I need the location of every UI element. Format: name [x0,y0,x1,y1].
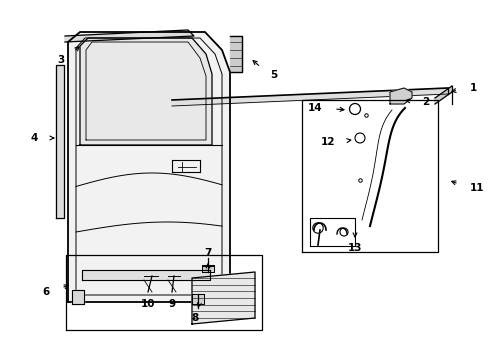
Text: 3: 3 [58,55,65,65]
Polygon shape [202,265,214,272]
Text: 2: 2 [421,97,428,107]
Polygon shape [434,86,451,104]
Text: 6: 6 [42,287,50,297]
Polygon shape [72,290,84,304]
Polygon shape [389,88,411,104]
Polygon shape [68,32,229,302]
Text: 13: 13 [347,243,362,253]
Polygon shape [172,88,447,106]
Text: 1: 1 [469,83,476,93]
Polygon shape [82,270,209,280]
Text: 4: 4 [31,133,38,143]
Text: 5: 5 [269,70,277,80]
Text: 11: 11 [469,183,484,193]
Text: 14: 14 [307,103,321,113]
Polygon shape [56,65,64,218]
Polygon shape [80,38,212,145]
Text: 7: 7 [204,248,211,258]
Text: 12: 12 [320,137,334,147]
Polygon shape [229,36,242,72]
Text: 9: 9 [168,299,175,309]
Text: 10: 10 [141,299,155,309]
Polygon shape [192,294,203,304]
Polygon shape [192,272,254,324]
Polygon shape [65,30,194,42]
Text: 8: 8 [191,313,198,323]
